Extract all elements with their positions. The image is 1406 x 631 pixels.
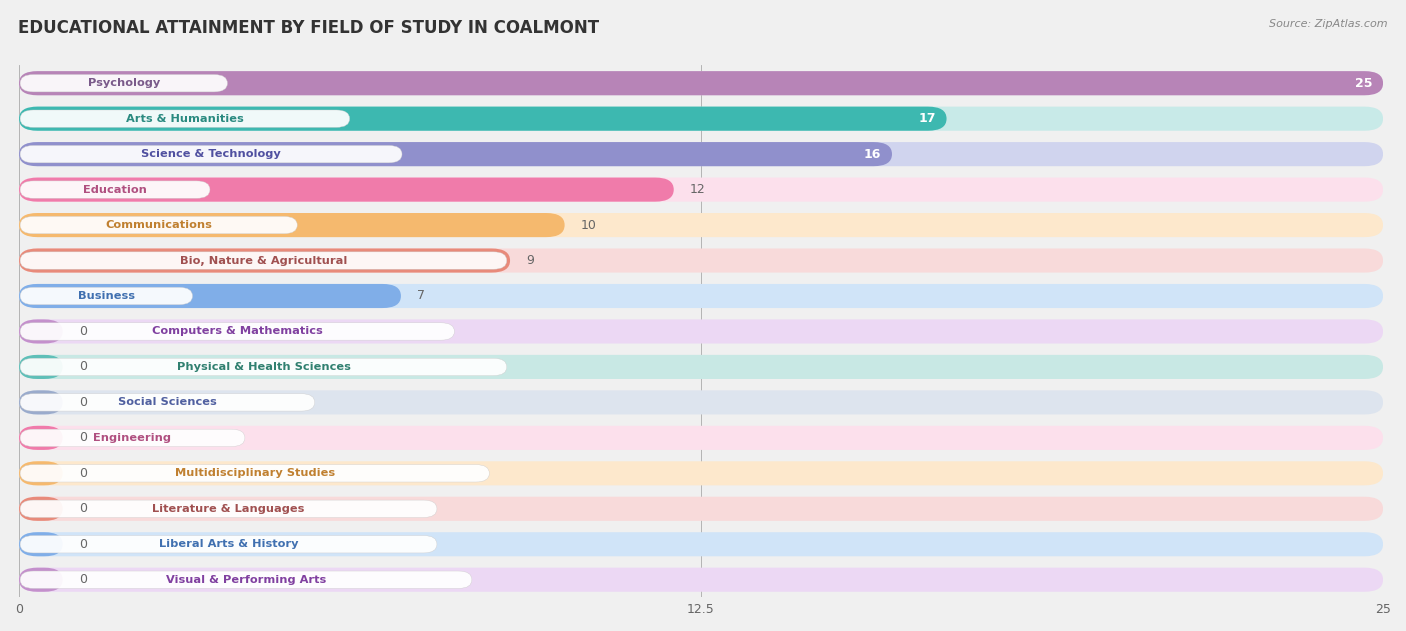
Text: Liberal Arts & History: Liberal Arts & History (159, 540, 298, 549)
FancyBboxPatch shape (20, 319, 63, 343)
FancyBboxPatch shape (20, 532, 63, 557)
Text: 16: 16 (863, 148, 882, 161)
Text: Communications: Communications (105, 220, 212, 230)
FancyBboxPatch shape (20, 142, 1384, 166)
FancyBboxPatch shape (20, 284, 1384, 308)
FancyBboxPatch shape (20, 216, 297, 233)
FancyBboxPatch shape (20, 391, 1384, 415)
FancyBboxPatch shape (20, 426, 63, 450)
FancyBboxPatch shape (20, 355, 1384, 379)
Text: Bio, Nature & Agricultural: Bio, Nature & Agricultural (180, 256, 347, 266)
Text: Business: Business (77, 291, 135, 301)
FancyBboxPatch shape (20, 107, 946, 131)
Text: Computers & Mathematics: Computers & Mathematics (152, 326, 322, 336)
Text: Source: ZipAtlas.com: Source: ZipAtlas.com (1270, 19, 1388, 29)
FancyBboxPatch shape (20, 323, 454, 340)
Text: 0: 0 (79, 467, 87, 480)
FancyBboxPatch shape (20, 426, 1384, 450)
Text: 25: 25 (1354, 77, 1372, 90)
FancyBboxPatch shape (20, 358, 506, 375)
Text: Science & Technology: Science & Technology (141, 149, 281, 159)
FancyBboxPatch shape (20, 568, 1384, 592)
FancyBboxPatch shape (20, 252, 506, 269)
FancyBboxPatch shape (20, 74, 228, 92)
Text: 0: 0 (79, 573, 87, 586)
Text: Social Sciences: Social Sciences (118, 398, 217, 408)
FancyBboxPatch shape (20, 177, 1384, 202)
FancyBboxPatch shape (20, 571, 472, 588)
Text: Arts & Humanities: Arts & Humanities (127, 114, 243, 124)
Text: Physical & Health Sciences: Physical & Health Sciences (177, 362, 350, 372)
FancyBboxPatch shape (20, 394, 315, 411)
FancyBboxPatch shape (20, 287, 193, 305)
Text: 0: 0 (79, 538, 87, 551)
FancyBboxPatch shape (20, 500, 437, 517)
FancyBboxPatch shape (20, 319, 1384, 343)
Text: Education: Education (83, 185, 148, 194)
FancyBboxPatch shape (20, 146, 402, 163)
FancyBboxPatch shape (20, 71, 1384, 95)
Text: 0: 0 (79, 502, 87, 516)
FancyBboxPatch shape (20, 461, 63, 485)
Text: Engineering: Engineering (93, 433, 172, 443)
FancyBboxPatch shape (20, 110, 350, 127)
FancyBboxPatch shape (20, 355, 63, 379)
Text: Multidisciplinary Studies: Multidisciplinary Studies (174, 468, 335, 478)
FancyBboxPatch shape (20, 284, 401, 308)
Text: 0: 0 (79, 432, 87, 444)
Text: 0: 0 (79, 325, 87, 338)
FancyBboxPatch shape (20, 249, 510, 273)
FancyBboxPatch shape (20, 181, 209, 198)
FancyBboxPatch shape (20, 461, 1384, 485)
FancyBboxPatch shape (20, 536, 437, 553)
FancyBboxPatch shape (20, 532, 1384, 557)
Text: 9: 9 (526, 254, 534, 267)
FancyBboxPatch shape (20, 249, 1384, 273)
FancyBboxPatch shape (20, 177, 673, 202)
FancyBboxPatch shape (20, 464, 489, 482)
FancyBboxPatch shape (20, 568, 63, 592)
Text: 10: 10 (581, 218, 598, 232)
Text: 12: 12 (690, 183, 706, 196)
Text: 17: 17 (918, 112, 935, 125)
Text: Psychology: Psychology (87, 78, 160, 88)
Text: 0: 0 (79, 396, 87, 409)
Text: 7: 7 (418, 290, 425, 302)
FancyBboxPatch shape (20, 107, 1384, 131)
Text: EDUCATIONAL ATTAINMENT BY FIELD OF STUDY IN COALMONT: EDUCATIONAL ATTAINMENT BY FIELD OF STUDY… (18, 19, 599, 37)
FancyBboxPatch shape (20, 213, 1384, 237)
FancyBboxPatch shape (20, 497, 63, 521)
Text: 0: 0 (79, 360, 87, 374)
FancyBboxPatch shape (20, 497, 1384, 521)
FancyBboxPatch shape (20, 213, 565, 237)
Text: Literature & Languages: Literature & Languages (152, 504, 305, 514)
Text: Visual & Performing Arts: Visual & Performing Arts (166, 575, 326, 585)
FancyBboxPatch shape (20, 142, 891, 166)
FancyBboxPatch shape (20, 71, 1384, 95)
FancyBboxPatch shape (20, 391, 63, 415)
FancyBboxPatch shape (20, 429, 245, 447)
